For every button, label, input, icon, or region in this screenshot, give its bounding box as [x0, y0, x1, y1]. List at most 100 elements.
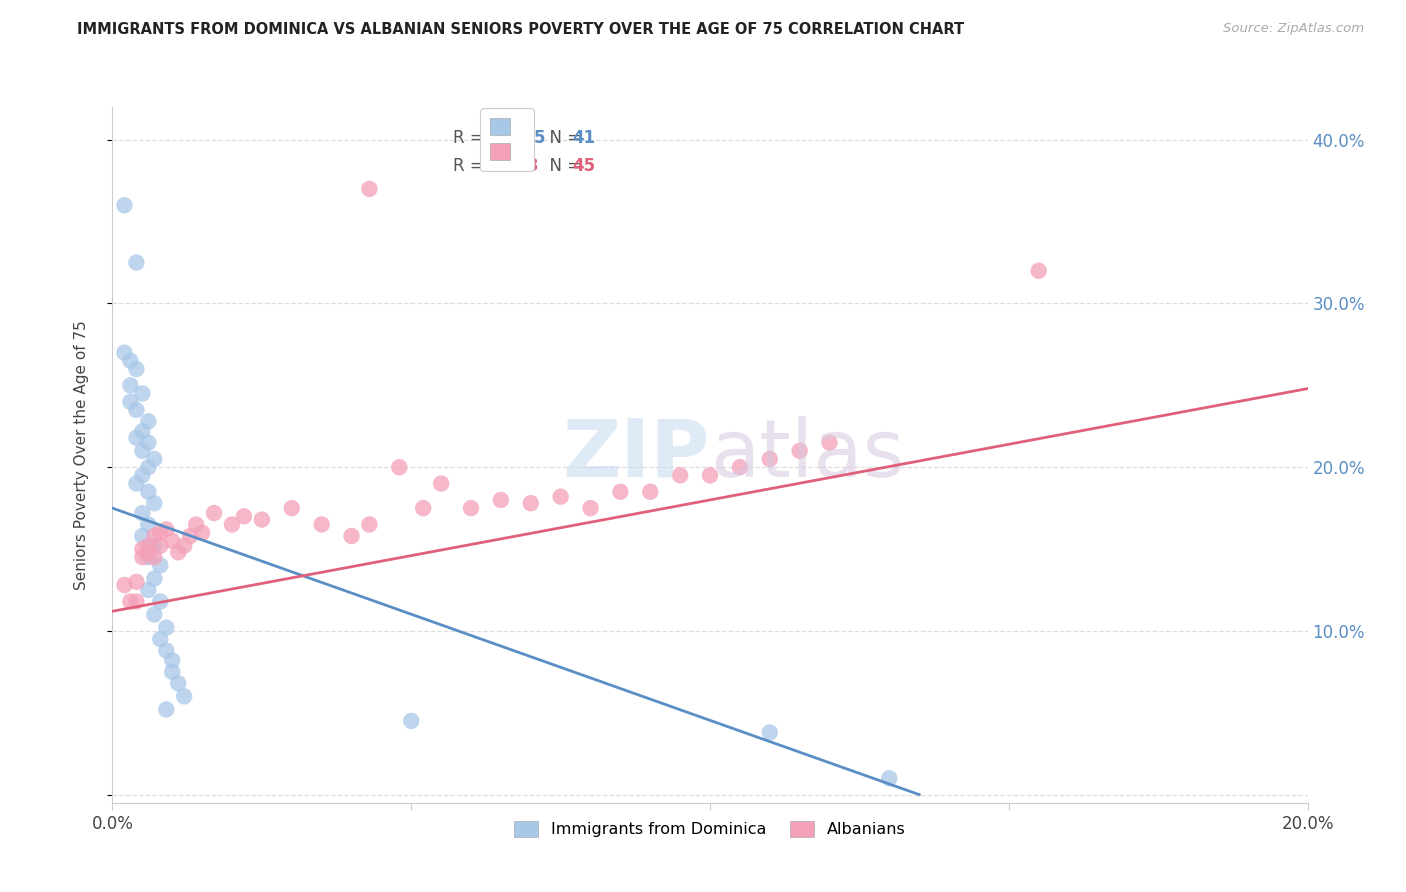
Point [138, 517, 160, 532]
Point [149, 525, 172, 540]
Point [120, 394, 142, 409]
Point [388, 460, 411, 475]
Point [149, 539, 172, 553]
Point [138, 550, 160, 565]
Point [125, 476, 148, 491]
Point [120, 594, 142, 608]
Text: 0.313: 0.313 [486, 157, 538, 175]
Text: R =: R = [453, 129, 489, 147]
Point [125, 431, 148, 445]
Point [138, 435, 160, 450]
Point [162, 665, 183, 679]
Point [167, 545, 190, 559]
Point [138, 582, 160, 597]
Point [120, 378, 142, 392]
Point [640, 484, 662, 499]
Point [131, 424, 153, 438]
Point [759, 725, 782, 739]
Point [609, 484, 631, 499]
Point [143, 496, 166, 510]
Text: IMMIGRANTS FROM DOMINICA VS ALBANIAN SENIORS POVERTY OVER THE AGE OF 75 CORRELAT: IMMIGRANTS FROM DOMINICA VS ALBANIAN SEN… [77, 22, 965, 37]
Point [131, 468, 153, 483]
Point [311, 517, 333, 532]
Point [359, 517, 381, 532]
Point [131, 506, 153, 520]
Point [120, 353, 142, 368]
Point [669, 468, 692, 483]
Point [281, 501, 304, 516]
Point [179, 529, 201, 543]
Point [191, 525, 214, 540]
Point [759, 452, 782, 467]
Text: 45: 45 [572, 157, 596, 175]
Point [155, 643, 177, 657]
Legend: Immigrants from Dominica, Albanians: Immigrants from Dominica, Albanians [508, 814, 912, 844]
Y-axis label: Seniors Poverty Over the Age of 75: Seniors Poverty Over the Age of 75 [75, 320, 89, 590]
Point [149, 558, 172, 573]
Point [173, 539, 195, 553]
Text: Source: ZipAtlas.com: Source: ZipAtlas.com [1223, 22, 1364, 36]
Point [233, 509, 256, 524]
Point [114, 198, 135, 212]
Point [138, 414, 160, 428]
Point [460, 501, 482, 516]
Point [131, 529, 153, 543]
Point [579, 501, 602, 516]
Point [125, 594, 148, 608]
Point [149, 632, 172, 646]
Point [114, 578, 135, 592]
Text: -0.375: -0.375 [486, 129, 546, 147]
Point [162, 653, 183, 667]
Point [401, 714, 423, 728]
Point [155, 702, 177, 716]
Point [818, 435, 841, 450]
Point [138, 460, 160, 475]
Text: 41: 41 [572, 129, 596, 147]
Point [125, 362, 148, 376]
Point [162, 533, 183, 548]
Point [125, 255, 148, 269]
Point [699, 468, 721, 483]
Point [1028, 264, 1050, 278]
Point [131, 386, 153, 401]
Point [143, 539, 166, 553]
Point [202, 506, 225, 520]
Point [340, 529, 363, 543]
Point [879, 771, 901, 785]
Point [125, 574, 148, 589]
Text: N =: N = [538, 157, 586, 175]
Text: R =: R = [453, 157, 489, 175]
Point [131, 443, 153, 458]
Point [167, 676, 190, 690]
Point [155, 523, 177, 537]
Point [143, 572, 166, 586]
Point [143, 607, 166, 622]
Point [138, 484, 160, 499]
Point [138, 545, 160, 559]
Text: ZIP: ZIP [562, 416, 710, 494]
Point [138, 539, 160, 553]
Point [125, 403, 148, 417]
Point [412, 501, 434, 516]
Point [186, 517, 208, 532]
Point [114, 345, 135, 359]
Point [131, 542, 153, 557]
Point [155, 621, 177, 635]
Point [143, 529, 166, 543]
Point [131, 550, 153, 565]
Point [359, 182, 381, 196]
Point [550, 490, 572, 504]
Point [143, 452, 166, 467]
Point [489, 492, 512, 507]
Point [173, 690, 195, 704]
Point [728, 460, 751, 475]
Point [149, 594, 172, 608]
Point [520, 496, 543, 510]
Point [430, 476, 453, 491]
Text: N =: N = [538, 129, 586, 147]
Point [250, 512, 273, 526]
Text: atlas: atlas [710, 416, 904, 494]
Point [221, 517, 243, 532]
Point [789, 443, 811, 458]
Point [143, 550, 166, 565]
